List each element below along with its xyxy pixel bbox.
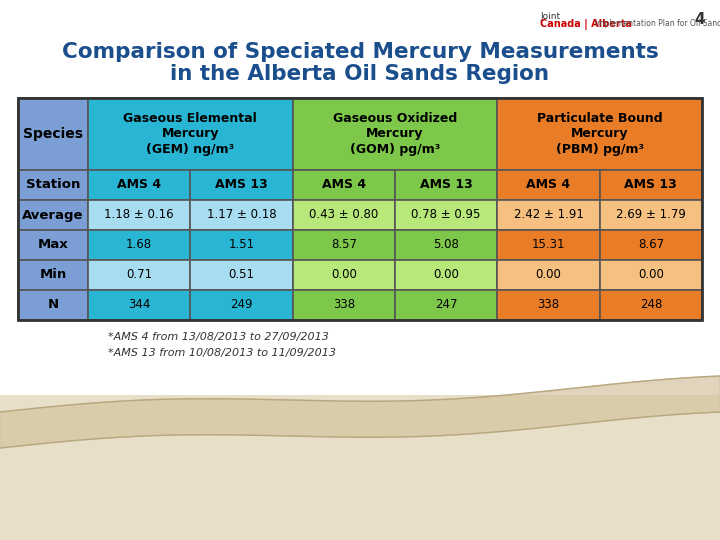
Text: 338: 338 <box>333 299 355 312</box>
Bar <box>395 290 498 320</box>
Bar <box>292 290 395 320</box>
Text: 1.18 ± 0.16: 1.18 ± 0.16 <box>104 208 174 221</box>
Text: Species: Species <box>23 127 83 141</box>
Bar <box>498 98 702 170</box>
Text: in the Alberta Oil Sands Region: in the Alberta Oil Sands Region <box>171 64 549 84</box>
Text: Station: Station <box>26 179 80 192</box>
Text: Gaseous Oxidized
Mercury
(GOM) pg/m³: Gaseous Oxidized Mercury (GOM) pg/m³ <box>333 112 457 156</box>
Bar <box>190 170 292 200</box>
Bar <box>18 98 88 170</box>
Text: AMS 13: AMS 13 <box>215 179 268 192</box>
Text: Average: Average <box>22 208 84 221</box>
Bar <box>498 290 600 320</box>
Bar <box>600 170 702 200</box>
Text: AMS 13: AMS 13 <box>420 179 472 192</box>
Text: 0.51: 0.51 <box>228 268 254 281</box>
Text: 2.69 ± 1.79: 2.69 ± 1.79 <box>616 208 685 221</box>
Bar <box>395 170 498 200</box>
Bar <box>190 260 292 290</box>
Bar <box>498 260 600 290</box>
Text: 344: 344 <box>128 299 150 312</box>
Bar <box>0 0 720 395</box>
Text: Min: Min <box>40 268 67 281</box>
Bar <box>292 98 498 170</box>
Text: 1.68: 1.68 <box>126 239 152 252</box>
Text: 248: 248 <box>639 299 662 312</box>
Text: 8.67: 8.67 <box>638 239 664 252</box>
Bar <box>292 230 395 260</box>
Bar <box>18 170 88 200</box>
Bar <box>88 260 190 290</box>
Text: 0.00: 0.00 <box>536 268 562 281</box>
Bar <box>18 290 88 320</box>
Bar <box>395 260 498 290</box>
Bar <box>88 170 190 200</box>
Text: *AMS 13 from 10/08/2013 to 11/09/2013: *AMS 13 from 10/08/2013 to 11/09/2013 <box>108 348 336 358</box>
Bar <box>190 200 292 230</box>
Bar <box>498 170 600 200</box>
Text: 4: 4 <box>694 12 705 27</box>
Bar <box>292 170 395 200</box>
Bar <box>292 260 395 290</box>
Text: 0.00: 0.00 <box>331 268 357 281</box>
Text: Implementation Plan for Oil Sands Monitoring: Implementation Plan for Oil Sands Monito… <box>590 19 720 28</box>
Text: 1.17 ± 0.18: 1.17 ± 0.18 <box>207 208 276 221</box>
Bar <box>498 200 600 230</box>
Text: N: N <box>48 299 58 312</box>
Text: 0.43 ± 0.80: 0.43 ± 0.80 <box>309 208 379 221</box>
Bar <box>395 230 498 260</box>
Text: 338: 338 <box>537 299 559 312</box>
Bar <box>88 290 190 320</box>
Text: Joint: Joint <box>540 12 560 21</box>
Bar <box>600 200 702 230</box>
Bar <box>18 260 88 290</box>
Bar <box>395 200 498 230</box>
Text: Gaseous Elemental
Mercury
(GEM) ng/m³: Gaseous Elemental Mercury (GEM) ng/m³ <box>123 112 257 156</box>
Text: 8.57: 8.57 <box>330 239 357 252</box>
Text: Comparison of Speciated Mercury Measurements: Comparison of Speciated Mercury Measurem… <box>62 42 658 62</box>
Bar <box>292 200 395 230</box>
Bar <box>600 260 702 290</box>
Text: Canada | Alberta: Canada | Alberta <box>540 19 632 30</box>
Text: Max: Max <box>37 239 68 252</box>
Text: 2.42 ± 1.91: 2.42 ± 1.91 <box>513 208 583 221</box>
Bar <box>498 230 600 260</box>
Bar <box>88 200 190 230</box>
Bar <box>0 395 720 540</box>
Text: AMS 4: AMS 4 <box>322 179 366 192</box>
Bar <box>88 98 292 170</box>
Bar <box>600 230 702 260</box>
Text: AMS 4: AMS 4 <box>117 179 161 192</box>
Bar <box>190 290 292 320</box>
Bar <box>600 290 702 320</box>
Text: 247: 247 <box>435 299 457 312</box>
Text: Particulate Bound
Mercury
(PBM) pg/m³: Particulate Bound Mercury (PBM) pg/m³ <box>537 112 662 156</box>
Bar <box>88 230 190 260</box>
Text: 1.51: 1.51 <box>228 239 255 252</box>
Text: 0.71: 0.71 <box>126 268 152 281</box>
Text: 0.00: 0.00 <box>638 268 664 281</box>
Text: *AMS 4 from 13/08/2013 to 27/09/2013: *AMS 4 from 13/08/2013 to 27/09/2013 <box>108 332 329 342</box>
Bar <box>18 200 88 230</box>
Text: 15.31: 15.31 <box>532 239 565 252</box>
Bar <box>18 230 88 260</box>
Text: 249: 249 <box>230 299 253 312</box>
Text: AMS 13: AMS 13 <box>624 179 678 192</box>
Text: 0.00: 0.00 <box>433 268 459 281</box>
Bar <box>190 230 292 260</box>
Text: 5.08: 5.08 <box>433 239 459 252</box>
Text: AMS 4: AMS 4 <box>526 179 570 192</box>
Text: 0.78 ± 0.95: 0.78 ± 0.95 <box>411 208 481 221</box>
Bar <box>18 98 702 320</box>
